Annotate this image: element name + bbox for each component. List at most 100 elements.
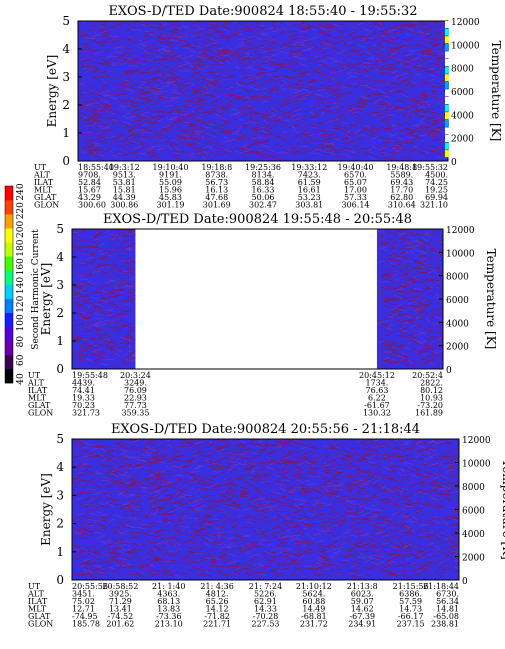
heatmap-streak (420, 301, 426, 304)
heatmap-streak (339, 561, 348, 563)
heatmap-streak (119, 308, 128, 313)
heatmap-streak (121, 60, 126, 64)
heatmap-streak (451, 541, 459, 544)
heatmap-streak (94, 304, 104, 310)
heatmap-streak (341, 521, 346, 524)
heatmap-streak (387, 275, 394, 279)
heatmap-streak (102, 59, 110, 64)
heatmap-streak (126, 115, 135, 119)
heatmap-streak (376, 526, 386, 531)
heatmap-streak (162, 569, 171, 572)
heatmap-streak (141, 151, 146, 155)
heatmap-streak (87, 303, 92, 309)
heatmap-streak (394, 563, 402, 568)
heatmap-streak (242, 123, 251, 129)
heatmap-streak (94, 142, 100, 147)
heatmap-streak (273, 115, 280, 119)
heatmap-streak (173, 24, 182, 27)
heatmap-streak (134, 555, 143, 559)
heatmap-streak (348, 109, 355, 112)
heatmap-streak (166, 124, 171, 126)
heatmap-streak (351, 546, 357, 550)
heatmap-streak (112, 353, 121, 356)
heatmap-streak (136, 94, 141, 98)
heatmap-streak (198, 495, 203, 501)
heatmap-streak (369, 538, 377, 542)
heatmap-streak (293, 566, 301, 571)
heatmap-streak (107, 326, 117, 330)
heatmap-streak (388, 529, 395, 531)
right-tick-label: 10000 (446, 249, 475, 259)
heatmap-streak (135, 458, 145, 462)
heatmap-streak (240, 23, 250, 28)
heatmap-streak (167, 70, 175, 75)
heatmap-streak (151, 505, 159, 508)
heatmap-streak (102, 536, 109, 540)
heatmap-streak (257, 45, 264, 49)
heatmap-streak (271, 76, 279, 78)
heatmap-streak (82, 151, 87, 154)
heatmap-streak (257, 462, 267, 464)
heatmap-streak (176, 85, 181, 90)
heatmap-streak (241, 87, 250, 92)
heatmap-streak (357, 137, 364, 140)
heatmap-streak (228, 33, 239, 38)
ephemeris-value-alt: 2822. (420, 379, 443, 388)
heatmap-streak (222, 519, 226, 522)
heatmap-streak (311, 104, 316, 108)
heatmap-streak (286, 525, 292, 530)
heatmap-streak (368, 538, 374, 542)
heatmap-streak (342, 475, 352, 478)
heatmap-streak (260, 462, 265, 466)
heatmap-streak (126, 341, 133, 345)
heatmap-streak (246, 515, 252, 520)
heatmap-streak (90, 530, 95, 533)
heatmap-streak (92, 24, 97, 29)
heatmap-streak (438, 248, 444, 251)
heatmap-streak (113, 469, 123, 474)
heatmap-streak (324, 566, 334, 571)
heatmap-streak (290, 44, 298, 47)
heatmap-streak (111, 470, 118, 474)
heatmap-streak (421, 110, 428, 114)
heatmap-streak (118, 89, 125, 93)
heatmap-streak (301, 26, 312, 29)
heatmap-streak (316, 558, 322, 562)
ephemeris-value-ut: 19:40:40 (338, 163, 374, 172)
heatmap-streak (173, 448, 181, 453)
heatmap-streak (183, 40, 192, 45)
heatmap-streak (379, 117, 387, 122)
heatmap-streak (303, 134, 313, 139)
heatmap-streak (308, 134, 314, 137)
heatmap-streak (276, 92, 282, 96)
heatmap-streak (203, 506, 213, 511)
heatmap-streak (125, 71, 136, 75)
ephemeris-value-ilat: 80.12 (420, 386, 443, 395)
heatmap-streak (405, 69, 412, 74)
heatmap-streak (203, 38, 209, 41)
heatmap-streak (213, 83, 221, 86)
heatmap-streak (387, 68, 393, 71)
heatmap-streak (93, 20, 101, 24)
ephemeris-value-mlt: 10.93 (420, 394, 443, 403)
heatmap-streak (236, 566, 241, 571)
heatmap-streak (215, 467, 225, 470)
heatmap-streak (128, 326, 136, 329)
heatmap-streak (317, 550, 326, 555)
heatmap-streak (114, 239, 119, 242)
heatmap-streak (286, 95, 291, 99)
heatmap-streak (386, 74, 397, 77)
heatmap-streak (246, 30, 255, 33)
heatmap-streak (83, 104, 92, 107)
heatmap-streak (254, 32, 263, 37)
heatmap-streak (177, 75, 181, 79)
heatmap-streak (421, 101, 431, 106)
heatmap-streak (166, 51, 177, 54)
heatmap-streak (255, 126, 264, 129)
ephemeris-row-label: UT (28, 371, 41, 380)
heatmap-streak (161, 22, 167, 28)
heatmap-streak (223, 465, 231, 468)
heatmap-streak (298, 62, 309, 68)
heatmap-streak (343, 148, 351, 151)
